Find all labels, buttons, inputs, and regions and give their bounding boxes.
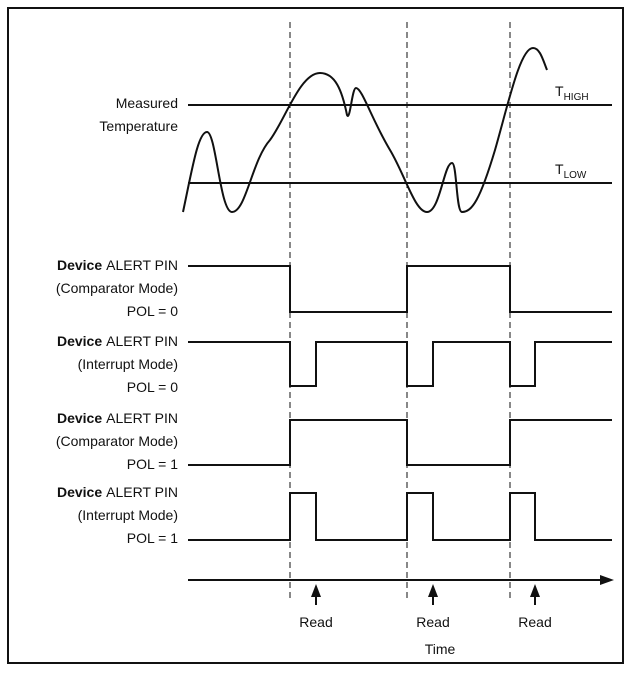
- device-name: Device: [57, 484, 102, 500]
- signal-label: Device ALERT PIN: [57, 333, 178, 349]
- polarity-label: POL = 0: [127, 379, 178, 395]
- temperature-label: Temperature: [99, 118, 178, 134]
- t-high-label: THIGH: [555, 83, 589, 103]
- pin-name: ALERT PIN: [106, 257, 178, 273]
- time-label: Time: [425, 641, 456, 657]
- pin-name: ALERT PIN: [106, 333, 178, 349]
- device-name: Device: [57, 410, 102, 426]
- read-label: Read: [299, 614, 332, 630]
- polarity-label: POL = 1: [127, 530, 178, 546]
- temperature-label: Measured: [116, 95, 178, 111]
- read-label: Read: [518, 614, 551, 630]
- time-arrow: [600, 575, 614, 585]
- pin-name: ALERT PIN: [106, 410, 178, 426]
- device-name: Device: [57, 257, 102, 273]
- mode-label: (Interrupt Mode): [78, 356, 178, 372]
- mode-label: (Comparator Mode): [56, 280, 178, 296]
- waveforms: [188, 265, 612, 541]
- device-name: Device: [57, 333, 102, 349]
- mode-label: (Comparator Mode): [56, 433, 178, 449]
- read-label: Read: [416, 614, 449, 630]
- mode-label: (Interrupt Mode): [78, 507, 178, 523]
- t-low-label: TLOW: [555, 161, 587, 181]
- temperature-curve: [182, 46, 548, 214]
- frame: [7, 7, 624, 664]
- read-arrows: [311, 584, 540, 605]
- signal-label: Device ALERT PIN: [57, 257, 178, 273]
- signal-label: Device ALERT PIN: [57, 410, 178, 426]
- pin-name: ALERT PIN: [106, 484, 178, 500]
- signal-label: Device ALERT PIN: [57, 484, 178, 500]
- polarity-label: POL = 1: [127, 456, 178, 472]
- polarity-label: POL = 0: [127, 303, 178, 319]
